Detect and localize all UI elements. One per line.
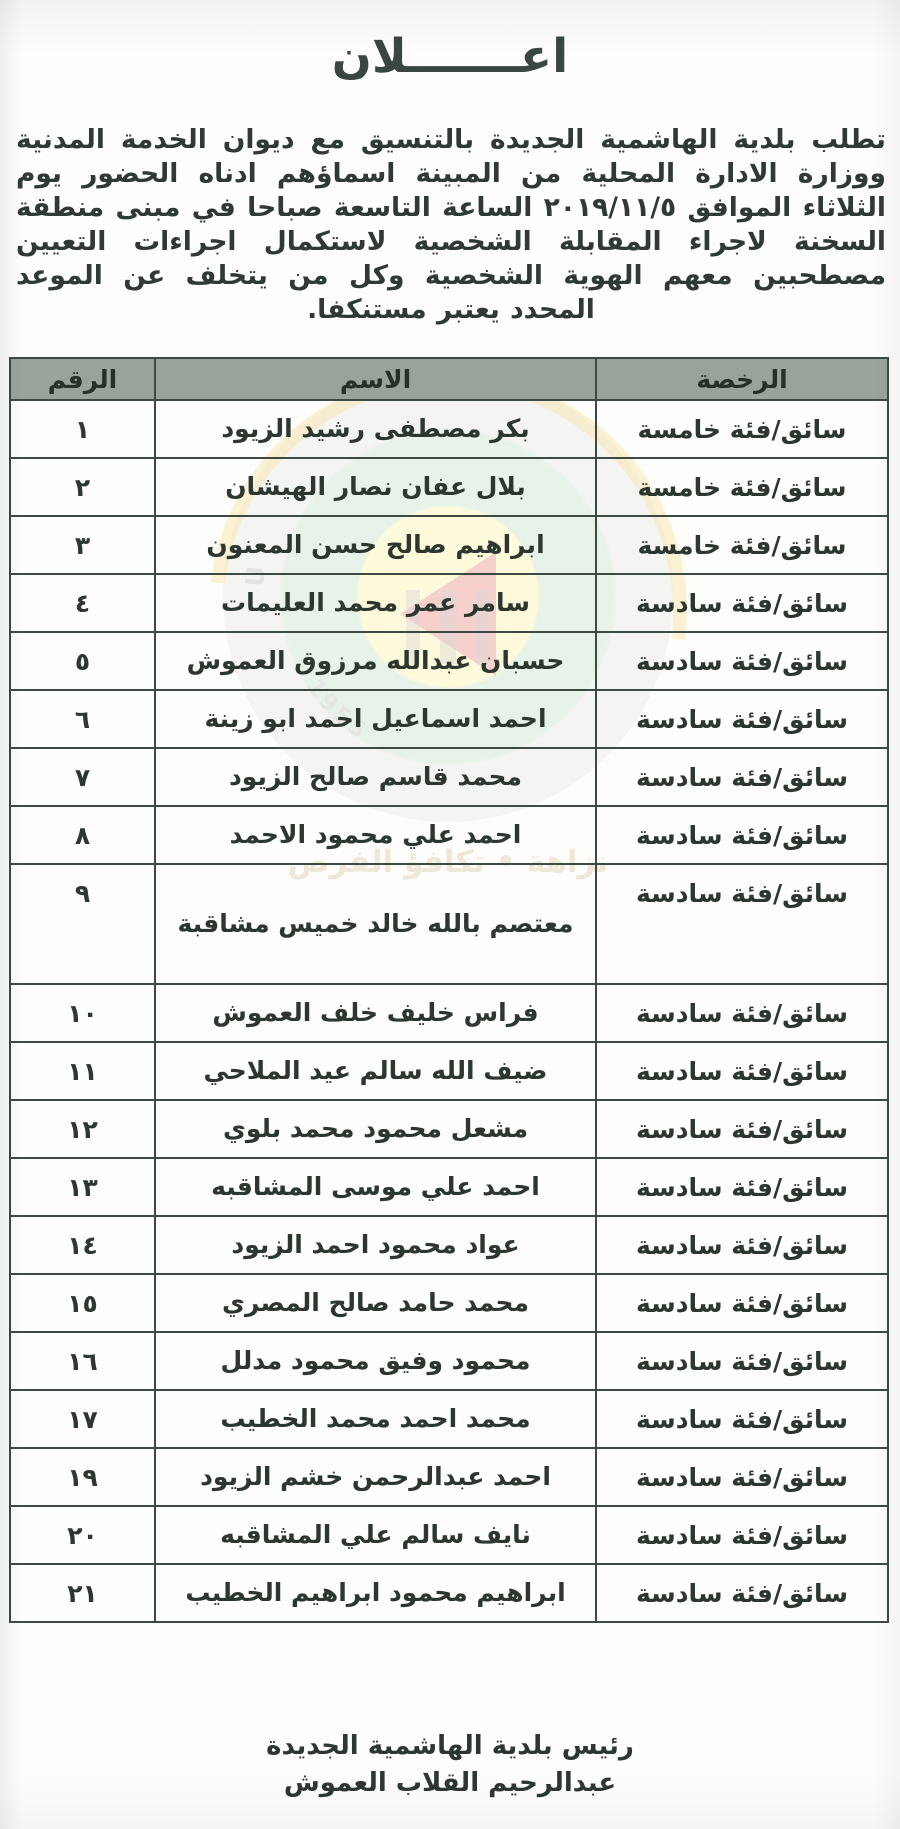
cell-name: عواد محمود احمد الزيود bbox=[154, 1215, 597, 1275]
table-row: سائق/فئة سادسة ابراهيم محمود ابراهيم الخط… bbox=[9, 1563, 889, 1623]
cell-name: محمد قاسم صالح الزيود bbox=[154, 747, 597, 807]
cell-number: ١٥ bbox=[9, 1273, 156, 1333]
cell-license: سائق/فئة سادسة bbox=[595, 863, 889, 985]
column-header-license: الرخصة bbox=[595, 357, 889, 401]
cell-number: ٤ bbox=[9, 573, 156, 633]
cell-name: احمد اسماعيل احمد ابو زينة bbox=[154, 689, 597, 749]
cell-number: ٩ bbox=[9, 863, 156, 985]
table-row: سائق/فئة سادسة احمد علي محمود الاحمد ٨ bbox=[9, 805, 889, 865]
cell-license: سائق/فئة سادسة bbox=[595, 1505, 889, 1565]
cell-name: مشعل محمود محمد بلوي bbox=[154, 1099, 597, 1159]
cell-license: سائق/فئة خامسة bbox=[595, 457, 889, 517]
page-title: اعـــــــلان bbox=[331, 29, 569, 85]
cell-number: ٥ bbox=[9, 631, 156, 691]
cell-license: سائق/فئة سادسة bbox=[595, 1215, 889, 1275]
table-header-row: الرخصة الاسم الرقم bbox=[9, 357, 889, 401]
cell-license: سائق/فئة سادسة bbox=[595, 1447, 889, 1507]
table-row: سائق/فئة خامسة بلال عفان نصار الهيشان ٢ bbox=[9, 457, 889, 517]
signature-name: عبدالرحيم القلاب العموش bbox=[283, 1768, 617, 1799]
cell-license: سائق/فئة سادسة bbox=[595, 1099, 889, 1159]
cell-number: ١٦ bbox=[9, 1331, 156, 1391]
cell-license: سائق/فئة سادسة bbox=[595, 689, 889, 749]
cell-name: محمد حامد صالح المصري bbox=[154, 1273, 597, 1333]
table-row: سائق/فئة سادسة ضيف الله سالم عيد الملاحي ١… bbox=[9, 1041, 889, 1101]
cell-name: معتصم بالله خالد خميس مشاقبة bbox=[154, 863, 597, 985]
cell-number: ١٩ bbox=[9, 1447, 156, 1507]
cell-name: احمد علي محمود الاحمد bbox=[154, 805, 597, 865]
cell-number: ١٢ bbox=[9, 1099, 156, 1159]
cell-number: ١١ bbox=[9, 1041, 156, 1101]
candidates-table-container: الرخصة الاسم الرقم سائق/فئة خامسة بكر مصط… bbox=[9, 357, 889, 1623]
cell-number: ١٤ bbox=[9, 1215, 156, 1275]
cell-name: احمد عبدالرحمن خشم الزيود bbox=[154, 1447, 597, 1507]
cell-license: سائق/فئة خامسة bbox=[595, 399, 889, 459]
table-head: الرخصة الاسم الرقم bbox=[9, 357, 889, 401]
cell-license: سائق/فئة سادسة bbox=[595, 1563, 889, 1623]
cell-number: ١ bbox=[9, 399, 156, 459]
table-row: سائق/فئة سادسة عواد محمود احمد الزيود ١٤ bbox=[9, 1215, 889, 1275]
table-row: سائق/فئة سادسة مشعل محمود محمد بلوي ١٢ bbox=[9, 1099, 889, 1159]
cell-license: سائق/فئة سادسة bbox=[595, 747, 889, 807]
cell-name: سامر عمر محمد العليمات bbox=[154, 573, 597, 633]
signature-block: رئيس بلدية الهاشمية الجديدة عبدالرحيم ال… bbox=[0, 1729, 900, 1801]
table-row: سائق/فئة سادسة محمد قاسم صالح الزيود ٧ bbox=[9, 747, 889, 807]
cell-name: نايف سالم علي المشاقبه bbox=[154, 1505, 597, 1565]
cell-number: ٢٠ bbox=[9, 1505, 156, 1565]
cell-name: فراس خليف خلف العموش bbox=[154, 983, 597, 1043]
notice-body-text: تطلب بلدية الهاشمية الجديدة بالتنسيق مع … bbox=[16, 123, 886, 326]
table-row: سائق/فئة سادسة محمد احمد محمد الخطيب ١٧ bbox=[9, 1389, 889, 1449]
table-row: سائق/فئة خامسة ابراهيم صالح حسن المعنون ٣ bbox=[9, 515, 889, 575]
table-row: سائق/فئة سادسة حسبان عبدالله مرزوق العموش… bbox=[9, 631, 889, 691]
table-row: سائق/فئة سادسة نايف سالم علي المشاقبه ٢٠ bbox=[9, 1505, 889, 1565]
cell-name: ابراهيم محمود ابراهيم الخطيب bbox=[154, 1563, 597, 1623]
cell-license: سائق/فئة سادسة bbox=[595, 1041, 889, 1101]
cell-name: احمد علي موسى المشاقبه bbox=[154, 1157, 597, 1217]
table-body: سائق/فئة خامسة بكر مصطفى رشيد الزيود ١ سائق… bbox=[9, 399, 889, 1623]
cell-name: بلال عفان نصار الهيشان bbox=[154, 457, 597, 517]
cell-license: سائق/فئة سادسة bbox=[595, 983, 889, 1043]
cell-license: سائق/فئة سادسة bbox=[595, 631, 889, 691]
column-header-name: الاسم bbox=[154, 357, 597, 401]
cell-number: ٣ bbox=[9, 515, 156, 575]
cell-name: محمود وفيق محمود مدلل bbox=[154, 1331, 597, 1391]
cell-license: سائق/فئة سادسة bbox=[595, 573, 889, 633]
cell-name: حسبان عبدالله مرزوق العموش bbox=[154, 631, 597, 691]
table-row: سائق/فئة سادسة احمد عبدالرحمن خشم الزيود ١… bbox=[9, 1447, 889, 1507]
cell-number: ١٣ bbox=[9, 1157, 156, 1217]
table-row: سائق/فئة سادسة احمد اسماعيل احمد ابو زينة… bbox=[9, 689, 889, 749]
table-row: سائق/فئة سادسة معتصم بالله خالد خميس مشاق… bbox=[9, 863, 889, 985]
cell-name: محمد احمد محمد الخطيب bbox=[154, 1389, 597, 1449]
column-header-number: الرقم bbox=[9, 357, 156, 401]
table-row: سائق/فئة خامسة بكر مصطفى رشيد الزيود ١ bbox=[9, 399, 889, 459]
cell-number: ١٠ bbox=[9, 983, 156, 1043]
cell-number: ٧ bbox=[9, 747, 156, 807]
cell-license: سائق/فئة خامسة bbox=[595, 515, 889, 575]
cell-number: ٨ bbox=[9, 805, 156, 865]
table-row: سائق/فئة سادسة احمد علي موسى المشاقبه ١٣ bbox=[9, 1157, 889, 1217]
cell-license: سائق/فئة سادسة bbox=[595, 1331, 889, 1391]
table-row: سائق/فئة سادسة سامر عمر محمد العليمات ٤ bbox=[9, 573, 889, 633]
cell-license: سائق/فئة سادسة bbox=[595, 1273, 889, 1333]
cell-license: سائق/فئة سادسة bbox=[595, 805, 889, 865]
cell-name: ابراهيم صالح حسن المعنون bbox=[154, 515, 597, 575]
cell-number: ٢ bbox=[9, 457, 156, 517]
cell-license: سائق/فئة سادسة bbox=[595, 1389, 889, 1449]
cell-number: ١٧ bbox=[9, 1389, 156, 1449]
cell-license: سائق/فئة سادسة bbox=[595, 1157, 889, 1217]
cell-number: ٦ bbox=[9, 689, 156, 749]
cell-number: ٢١ bbox=[9, 1563, 156, 1623]
candidates-table: الرخصة الاسم الرقم سائق/فئة خامسة بكر مصط… bbox=[9, 357, 889, 1623]
cell-name: ضيف الله سالم عيد الملاحي bbox=[154, 1041, 597, 1101]
table-row: سائق/فئة سادسة محمود وفيق محمود مدلل ١٦ bbox=[9, 1331, 889, 1391]
table-row: سائق/فئة سادسة محمد حامد صالح المصري ١٥ bbox=[9, 1273, 889, 1333]
signature-role: رئيس بلدية الهاشمية الجديدة bbox=[266, 1731, 634, 1761]
cell-name: بكر مصطفى رشيد الزيود bbox=[154, 399, 597, 459]
table-row: سائق/فئة سادسة فراس خليف خلف العموش ١٠ bbox=[9, 983, 889, 1043]
